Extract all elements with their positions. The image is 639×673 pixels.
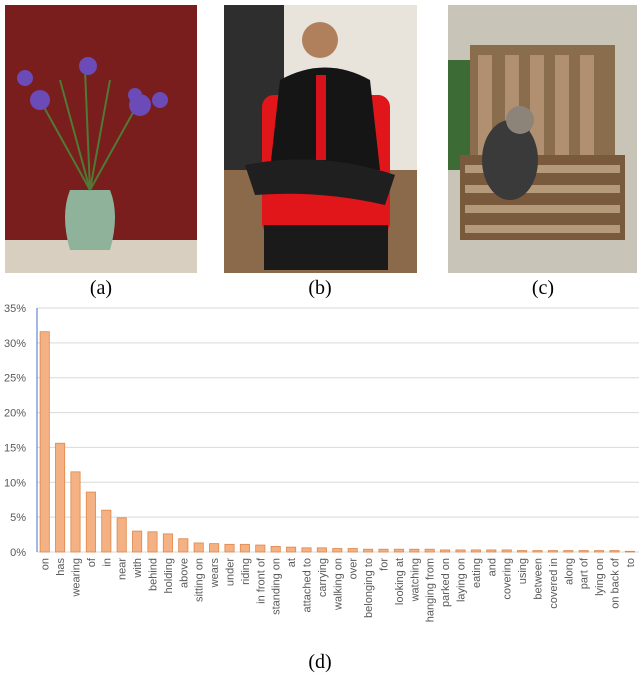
y-tick-label: 0% <box>10 547 26 559</box>
bar <box>301 547 312 553</box>
photo-a <box>5 5 197 273</box>
x-tick-label: of <box>86 557 98 567</box>
caption: (d) <box>308 651 331 673</box>
x-tick-label: for <box>379 558 391 571</box>
bar <box>270 546 281 553</box>
y-tick-label: 5% <box>10 512 26 524</box>
bar <box>116 517 127 553</box>
caption: (c) <box>532 277 554 299</box>
bar <box>132 530 143 553</box>
x-tick-label: looking at <box>394 558 406 605</box>
photo-c <box>448 5 637 273</box>
bar <box>440 549 451 553</box>
caption: (b) <box>308 277 331 299</box>
bar <box>578 550 589 553</box>
x-tick-label: under <box>225 558 237 586</box>
bar <box>470 549 481 553</box>
x-tick-label: laying on <box>456 558 468 602</box>
bar <box>162 533 173 553</box>
x-tick-label: with <box>132 558 144 579</box>
bar <box>39 331 50 553</box>
x-tick-label: near <box>117 558 129 580</box>
bar <box>609 550 620 553</box>
x-tick-label: using <box>517 558 529 584</box>
bar <box>594 550 605 553</box>
x-tick-label: to <box>625 558 637 567</box>
bar <box>55 442 66 553</box>
bar <box>378 548 389 553</box>
bar <box>147 531 158 553</box>
y-tick-label: 15% <box>4 442 26 454</box>
y-tick-label: 25% <box>4 373 26 385</box>
bar <box>85 491 96 553</box>
y-tick-label: 20% <box>4 408 26 420</box>
bar <box>347 548 358 553</box>
bar <box>316 547 327 553</box>
bar <box>563 550 574 553</box>
x-tick-label: sitting on <box>194 558 206 602</box>
bar <box>224 543 235 553</box>
x-tick-label: and <box>486 558 498 576</box>
y-tick-label: 30% <box>4 338 26 350</box>
x-tick-label: eating <box>471 558 483 588</box>
x-tick-label: in front of <box>255 557 267 604</box>
x-tick-label: walking on <box>332 558 344 611</box>
bar <box>70 471 81 553</box>
bar <box>455 549 466 553</box>
x-tick-label: belonging to <box>363 558 375 618</box>
bar <box>624 550 635 553</box>
y-tick-label: 10% <box>4 477 26 489</box>
x-tick-label: parked on <box>440 558 452 607</box>
x-tick-label: covered in <box>548 558 560 609</box>
bar <box>239 543 250 553</box>
bar <box>363 548 374 553</box>
bar <box>286 546 297 553</box>
x-tick-label: holding <box>163 558 175 593</box>
x-tick-label: lying on <box>594 558 606 596</box>
bar <box>332 548 343 553</box>
x-tick-label: above <box>178 558 190 588</box>
x-tick-label: over <box>348 558 360 580</box>
bar <box>209 543 220 553</box>
caption: (a) <box>90 277 112 299</box>
x-tick-label: in <box>101 558 113 567</box>
x-tick-label: standing on <box>271 558 283 615</box>
y-tick-label: 35% <box>4 303 26 315</box>
x-tick-label: covering <box>502 558 514 600</box>
x-tick-label: carrying <box>317 558 329 597</box>
x-tick-label: part of <box>579 557 591 589</box>
x-tick-label: attached to <box>302 558 314 612</box>
bar <box>409 548 420 553</box>
bar <box>178 538 189 553</box>
x-tick-label: behind <box>148 558 160 591</box>
x-tick-label: watching <box>409 558 421 602</box>
x-tick-label: on back of <box>610 557 622 609</box>
x-tick-label: along <box>563 558 575 585</box>
x-tick-label: at <box>286 558 298 567</box>
x-tick-label: has <box>55 558 67 576</box>
x-tick-label: hanging from <box>425 558 437 622</box>
bar <box>424 548 435 553</box>
bar <box>486 549 497 553</box>
bar-chart: 0% 5% 10% 15% 20% 25% 30% 35% on has wearing of in ne… <box>4 303 639 622</box>
x-tick-label: wearing <box>71 558 83 598</box>
bar <box>517 550 528 553</box>
x-tick-label: between <box>533 558 545 600</box>
bar <box>101 509 112 553</box>
bar <box>547 550 558 553</box>
x-tick-label: on <box>40 558 52 570</box>
bar <box>255 544 266 553</box>
photo-b <box>224 5 417 273</box>
bar <box>532 550 543 553</box>
bar <box>193 542 204 553</box>
x-tick-label: riding <box>240 558 252 585</box>
bar <box>393 548 404 553</box>
x-tick-label: wears <box>209 558 221 589</box>
bar <box>501 549 512 553</box>
